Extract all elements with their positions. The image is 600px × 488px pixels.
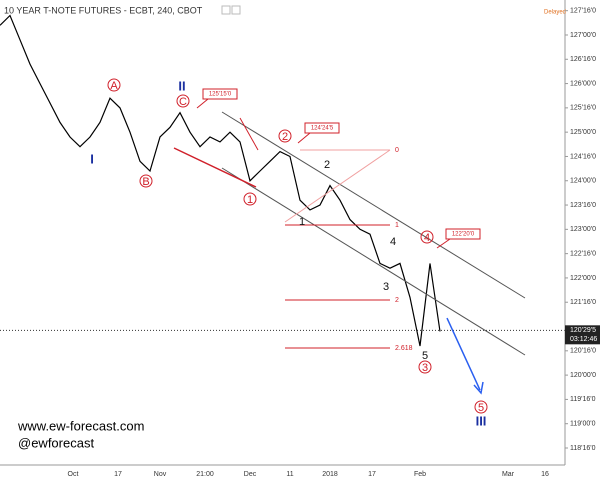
y-tick-label: 120'16'0 — [570, 348, 596, 355]
price-box-label: 122'20'0 — [452, 232, 475, 238]
x-tick-label: Oct — [68, 471, 79, 478]
y-tick-label: 119'16'0 — [570, 396, 596, 403]
y-tick-label: 120'00'0 — [570, 372, 596, 379]
wave-circle — [474, 400, 488, 414]
x-tick-label: 16 — [541, 471, 549, 478]
wave-label: I — [90, 151, 94, 166]
price-box-label: 125'15'0 — [209, 92, 232, 98]
y-tick-label: 127'00'0 — [570, 32, 596, 39]
status: Delayed — [544, 10, 566, 16]
x-tick-label: Dec — [244, 471, 257, 478]
x-tick-label: 2018 — [322, 471, 338, 478]
wave-label: A — [110, 80, 118, 92]
wave-label: 2 — [282, 131, 288, 143]
y-tick-label: 118'16'0 — [570, 445, 596, 452]
icon — [231, 5, 241, 15]
x-tick-label: Nov — [154, 471, 167, 478]
footer-text: @ewforecast — [18, 435, 94, 450]
price-box-pointer — [196, 98, 209, 109]
wave-circle — [420, 230, 434, 244]
trend-line — [173, 147, 257, 188]
wave-label: 5 — [478, 402, 484, 414]
wave-label: B — [142, 176, 149, 188]
wave-label: 3 — [422, 362, 428, 374]
wave-label: 5 — [422, 350, 428, 362]
y-tick-label: 121'16'0 — [570, 299, 596, 306]
x-tick-label: 11 — [286, 471, 293, 478]
wave-label: 4 — [424, 232, 430, 244]
y-tick-label: 127'16'0 — [570, 8, 596, 15]
wave-circle — [418, 360, 432, 374]
y-tick-label: 122'16'0 — [570, 250, 596, 257]
fib-label: 2.618 — [395, 345, 413, 352]
channel-line — [221, 167, 526, 356]
x-tick-label: Mar — [502, 471, 515, 478]
arrow-head — [473, 381, 484, 395]
price-box — [304, 122, 340, 134]
wave-circle — [278, 129, 292, 143]
projection-arrow — [446, 317, 481, 391]
x-tick-label: 17 — [368, 471, 376, 478]
icon — [221, 5, 231, 15]
chart-title: 10 YEAR T-NOTE FUTURES - ECBT, 240, CBOT — [4, 5, 203, 15]
wave-label: 2 — [324, 159, 330, 171]
wave-label: 4 — [390, 236, 396, 248]
y-tick-label: 125'16'0 — [570, 105, 596, 112]
wave-label: II — [178, 78, 185, 93]
wave-label: 1 — [247, 194, 253, 206]
fib-label: 1 — [395, 222, 399, 229]
wave-label: 3 — [383, 281, 389, 293]
footer-text: www.ew-forecast.com — [17, 418, 144, 433]
y-tick-label: 122'00'0 — [570, 275, 596, 282]
fib-label: 2 — [395, 297, 399, 304]
wave-circle — [243, 192, 257, 206]
y-tick-label: 123'00'0 — [570, 226, 596, 233]
y-tick-label: 126'16'0 — [570, 56, 596, 63]
y-tick-label: 123'16'0 — [570, 202, 596, 209]
y-tick-label: 124'16'0 — [570, 153, 596, 160]
x-tick-label: 21:00 — [196, 471, 214, 478]
fib-line — [284, 149, 391, 223]
wave-label: 1 — [299, 216, 305, 228]
x-tick-label: Feb — [414, 471, 426, 478]
y-tick-label: 124'00'0 — [570, 178, 596, 185]
y-tick-label: 125'00'0 — [570, 129, 596, 136]
channel-line — [221, 111, 526, 299]
trend-line — [239, 117, 259, 151]
current-price-label: 120'29'5 — [570, 327, 596, 334]
wave-circle — [107, 78, 121, 92]
x-tick-label: 17 — [114, 471, 122, 478]
price-box — [445, 228, 481, 240]
wave-circle — [139, 174, 153, 188]
price-box-pointer — [297, 132, 311, 144]
wave-label: C — [179, 96, 187, 108]
y-tick-label: 126'00'0 — [570, 80, 596, 87]
price-box — [202, 88, 238, 100]
fib-label: 0 — [395, 147, 399, 154]
current-price-box — [565, 325, 600, 345]
price-box-label: 124'24'5 — [311, 126, 334, 132]
price-line — [0, 14, 441, 347]
wave-circle — [176, 94, 190, 108]
y-tick-label: 119'00'0 — [570, 421, 596, 428]
countdown: 03:12:46 — [570, 336, 597, 343]
wave-label: III — [476, 413, 487, 428]
price-box-pointer — [436, 238, 451, 249]
